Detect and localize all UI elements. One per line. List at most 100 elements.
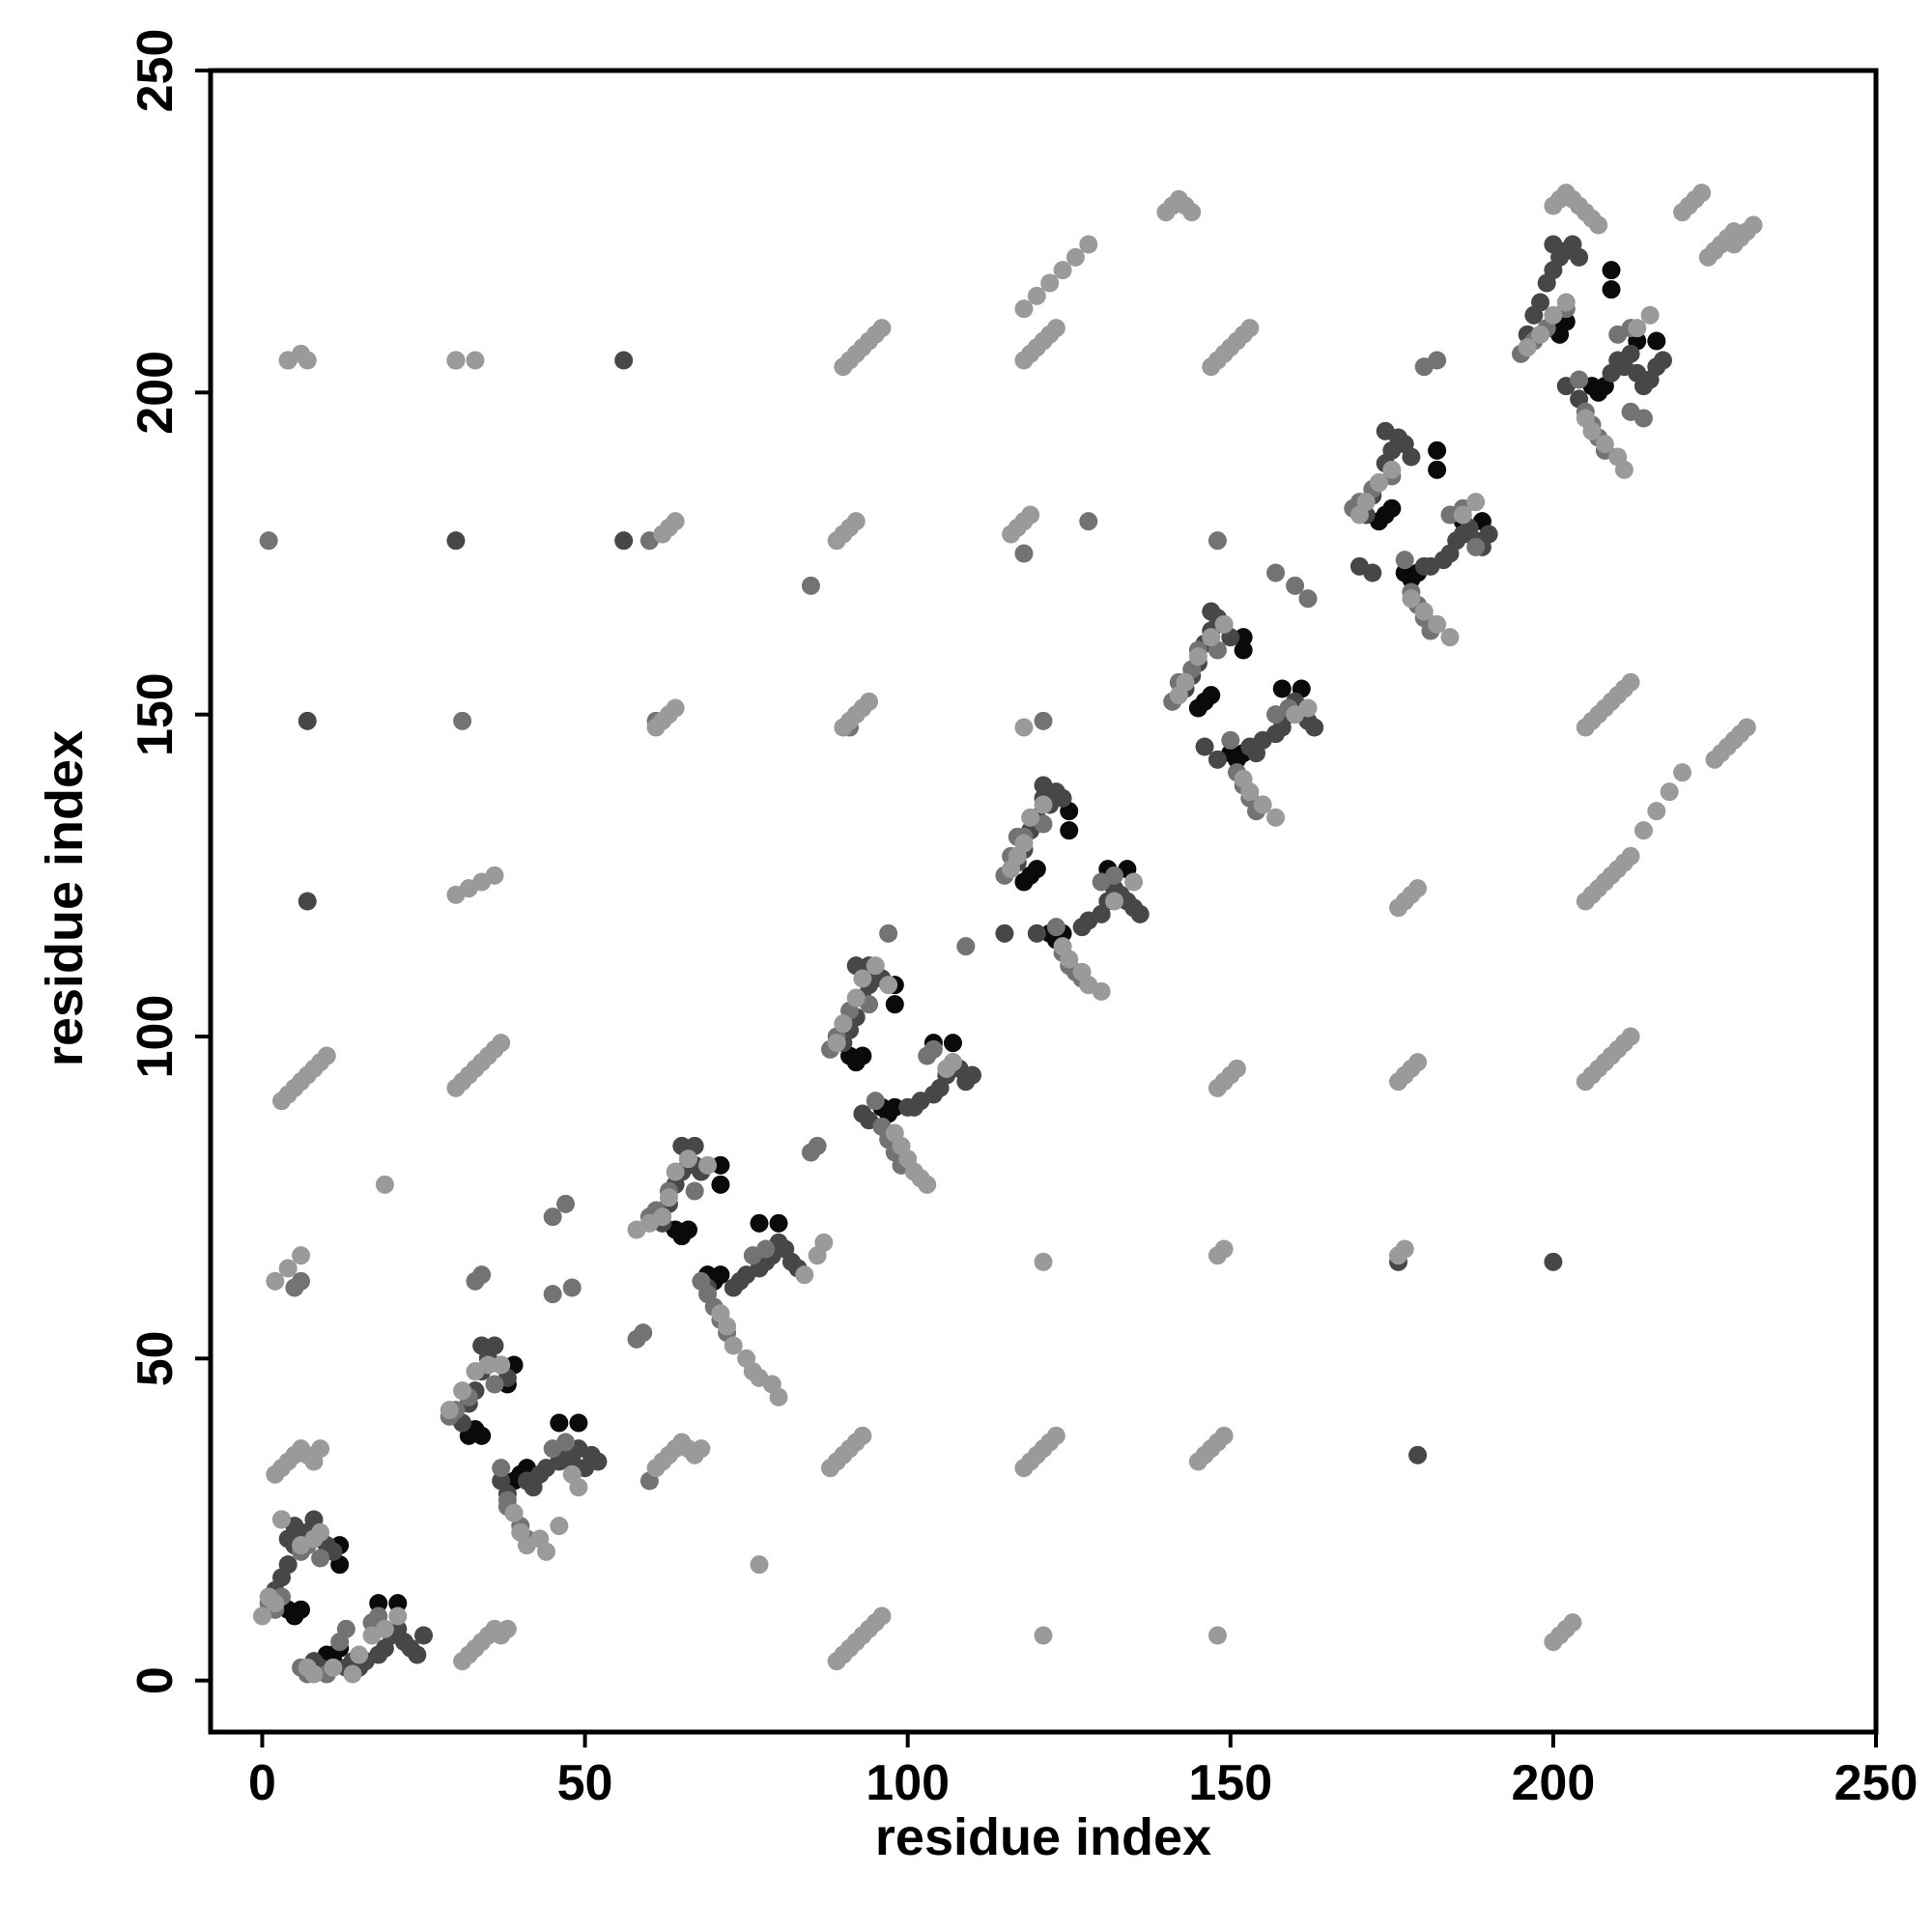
data-point-faint: [666, 512, 685, 531]
data-point-faint: [1208, 1626, 1227, 1645]
data-point-faint: [666, 1162, 685, 1181]
data-point-faint: [1556, 293, 1576, 312]
y-tick-label: 100: [128, 995, 184, 1079]
data-point-faint: [485, 866, 504, 885]
data-point-faint: [1692, 184, 1712, 203]
x-axis: 0 50 100 150 200 250: [248, 1732, 1918, 1811]
data-point-faint: [659, 1188, 678, 1208]
x-tick-label: 0: [248, 1755, 276, 1811]
data-point-faint: [1621, 1027, 1640, 1046]
points-layer: [252, 184, 1763, 1684]
data-point-strong: [1060, 821, 1079, 840]
data-point-strong: [388, 1594, 408, 1613]
data-point-faint: [492, 1355, 511, 1375]
data-point-strong: [1647, 331, 1666, 351]
data-point-weak: [1105, 866, 1124, 885]
data-point-medium: [408, 1645, 427, 1664]
data-point-faint: [1105, 892, 1124, 911]
data-point-faint: [1563, 1613, 1582, 1633]
data-point-weak: [259, 531, 278, 551]
data-point-medium: [1544, 235, 1563, 254]
data-point-weak: [1079, 512, 1098, 531]
data-point-weak: [1395, 551, 1414, 570]
data-point-medium: [1130, 904, 1150, 923]
data-point-faint: [569, 1478, 588, 1497]
data-point-strong: [472, 1426, 492, 1445]
x-axis-title: residue index: [875, 1808, 1211, 1866]
y-tick-label: 50: [128, 1330, 184, 1386]
data-point-strong: [885, 995, 904, 1014]
data-point-faint: [653, 1208, 672, 1227]
data-point-strong: [853, 1046, 872, 1065]
data-point-faint: [536, 1542, 555, 1561]
data-point-faint: [1124, 872, 1144, 892]
data-point-faint: [1382, 460, 1402, 479]
data-point-medium: [995, 923, 1014, 943]
data-point-weak: [634, 1323, 653, 1343]
data-point-faint: [1614, 460, 1634, 479]
data-point-faint: [1402, 589, 1421, 609]
data-point-faint: [769, 1387, 788, 1406]
data-point-medium: [1208, 750, 1227, 769]
data-point-faint: [492, 1034, 511, 1053]
data-point-strong: [711, 1155, 730, 1175]
data-point-strong: [1202, 686, 1221, 705]
data-point-weak: [866, 1092, 885, 1111]
data-point-faint: [846, 988, 866, 1008]
data-point-weak: [808, 1136, 827, 1155]
data-point-faint: [872, 319, 892, 338]
data-point-faint: [1544, 305, 1563, 325]
data-point-faint: [375, 1619, 394, 1638]
x-tick-label: 50: [557, 1755, 613, 1811]
data-point-medium: [278, 1555, 298, 1575]
data-point-weak: [492, 1459, 511, 1478]
data-point-weak: [485, 1375, 504, 1394]
data-point-weak: [1208, 531, 1227, 551]
data-point-weak: [1298, 589, 1318, 609]
data-point-faint: [1034, 1626, 1053, 1645]
y-axis-title: residue index: [36, 730, 94, 1066]
data-point-faint: [866, 956, 885, 976]
data-point-faint: [1673, 763, 1692, 782]
data-point-medium: [962, 1065, 981, 1085]
data-point-medium: [588, 1452, 608, 1471]
data-point-faint: [1253, 795, 1272, 814]
data-point-faint: [266, 1271, 285, 1291]
data-point-strong: [569, 1413, 588, 1433]
data-point-weak: [1034, 711, 1053, 730]
data-point-faint: [317, 1046, 336, 1065]
data-point-faint: [453, 1381, 472, 1401]
data-point-faint: [1369, 473, 1388, 493]
y-tick-label: 200: [128, 351, 184, 435]
data-point-faint: [1182, 203, 1202, 222]
data-point-strong: [711, 1265, 730, 1285]
data-point-weak: [1466, 537, 1486, 556]
data-point-faint: [1046, 319, 1065, 338]
data-point-weak: [556, 1433, 576, 1452]
data-point-weak: [311, 1548, 330, 1568]
data-point-medium: [298, 892, 317, 911]
data-point-faint: [1176, 672, 1195, 692]
data-point-faint: [1298, 698, 1318, 718]
data-point-weak: [956, 937, 976, 956]
data-point-weak: [1286, 576, 1305, 595]
data-point-faint: [1092, 981, 1111, 1001]
data-point-strong: [769, 1213, 788, 1233]
data-point-medium: [1479, 525, 1498, 544]
data-point-faint: [1027, 286, 1046, 305]
data-point-strong: [750, 1213, 769, 1233]
data-point-faint: [504, 1503, 524, 1522]
data-point-faint: [834, 1014, 853, 1034]
data-point-strong: [943, 1034, 962, 1053]
data-point-weak: [879, 923, 898, 943]
data-point-weak: [1046, 918, 1065, 937]
data-point-medium: [1570, 247, 1589, 267]
data-point-medium: [1034, 776, 1053, 795]
data-point-strong: [1602, 280, 1621, 299]
data-point-strong: [1234, 640, 1253, 660]
data-point-faint: [1021, 808, 1040, 827]
data-point-faint: [853, 969, 872, 988]
x-tick-label: 100: [866, 1755, 950, 1811]
data-point-faint: [879, 976, 898, 995]
